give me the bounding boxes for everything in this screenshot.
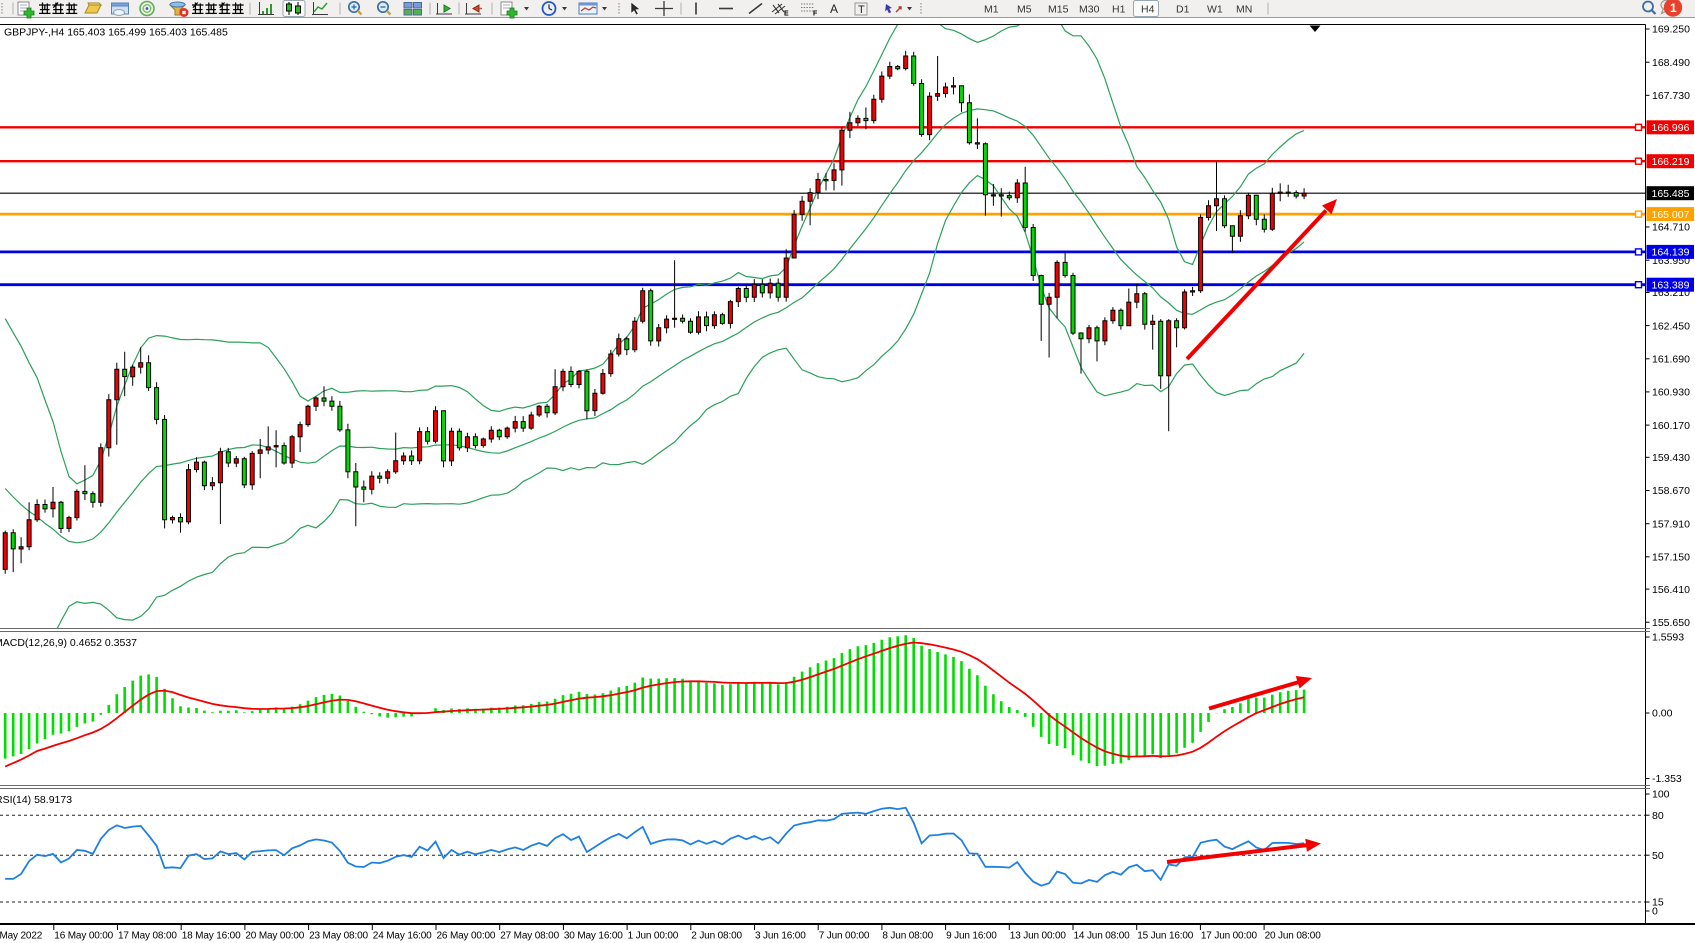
svg-text:167.730: 167.730 <box>1652 90 1690 102</box>
svg-text:163.389: 163.389 <box>1652 279 1690 291</box>
svg-text:D1: D1 <box>1176 4 1190 16</box>
svg-text:166.219: 166.219 <box>1652 156 1690 168</box>
svg-text:159.430: 159.430 <box>1652 452 1690 464</box>
svg-text:168.490: 168.490 <box>1652 57 1690 69</box>
svg-text:7 Jun 00:00: 7 Jun 00:00 <box>819 931 870 942</box>
svg-text:13 Jun 00:00: 13 Jun 00:00 <box>1010 931 1067 942</box>
svg-text:23 May 08:00: 23 May 08:00 <box>309 931 368 942</box>
svg-text:16 May 00:00: 16 May 00:00 <box>54 931 113 942</box>
svg-text:1: 1 <box>1670 1 1677 15</box>
svg-text:W1: W1 <box>1207 4 1223 16</box>
svg-text:-1.353: -1.353 <box>1652 773 1682 785</box>
svg-text:160.170: 160.170 <box>1652 420 1690 432</box>
svg-text:158.670: 158.670 <box>1652 485 1690 497</box>
svg-text:164.139: 164.139 <box>1652 247 1690 259</box>
svg-text:T: T <box>858 4 865 16</box>
svg-text:156.410: 156.410 <box>1652 584 1690 596</box>
svg-text:157.910: 157.910 <box>1652 518 1690 530</box>
svg-text:17 Jun 00:00: 17 Jun 00:00 <box>1201 931 1258 942</box>
svg-text:155.650: 155.650 <box>1652 617 1690 629</box>
svg-text:161.690: 161.690 <box>1652 354 1690 366</box>
svg-text:H1: H1 <box>1112 4 1126 16</box>
svg-text:30 May 16:00: 30 May 16:00 <box>564 931 623 942</box>
svg-text:24 May 16:00: 24 May 16:00 <box>373 931 432 942</box>
svg-text:M1: M1 <box>984 4 999 16</box>
svg-text:1.5593: 1.5593 <box>1652 632 1684 644</box>
svg-text:157.150: 157.150 <box>1652 552 1690 564</box>
svg-text:RSI(14) 58.9173: RSI(14) 58.9173 <box>0 794 72 806</box>
svg-text:M15: M15 <box>1048 4 1069 16</box>
svg-text:E: E <box>784 11 789 18</box>
svg-text:0.00: 0.00 <box>1652 708 1673 720</box>
svg-text:9 Jun 16:00: 9 Jun 16:00 <box>946 931 997 942</box>
svg-text:80: 80 <box>1652 810 1664 822</box>
svg-text:26 May 00:00: 26 May 00:00 <box>437 931 496 942</box>
svg-text:8 Jun 08:00: 8 Jun 08:00 <box>882 931 933 942</box>
svg-text:164.710: 164.710 <box>1652 222 1690 234</box>
svg-text:15 Jun 16:00: 15 Jun 16:00 <box>1137 931 1194 942</box>
svg-text:162.450: 162.450 <box>1652 320 1690 332</box>
svg-text:18 May 16:00: 18 May 16:00 <box>182 931 241 942</box>
svg-text:M30: M30 <box>1079 4 1100 16</box>
svg-text:165.485: 165.485 <box>1652 188 1690 200</box>
svg-text:MN: MN <box>1236 4 1252 16</box>
svg-text:MACD(12,26,9) 0.4652 0.3537: MACD(12,26,9) 0.4652 0.3537 <box>0 637 137 649</box>
svg-text:2 Jun 08:00: 2 Jun 08:00 <box>691 931 742 942</box>
svg-text:3 Jun 16:00: 3 Jun 16:00 <box>755 931 806 942</box>
svg-text:15: 15 <box>1652 897 1664 909</box>
svg-text:20 Jun 08:00: 20 Jun 08:00 <box>1265 931 1322 942</box>
svg-text:M5: M5 <box>1017 4 1032 16</box>
svg-text:50: 50 <box>1652 850 1664 862</box>
svg-text:100: 100 <box>1652 789 1670 801</box>
svg-text:14 Jun 08:00: 14 Jun 08:00 <box>1074 931 1131 942</box>
svg-text:13 May 2022: 13 May 2022 <box>0 931 43 942</box>
svg-text:H4: H4 <box>1141 4 1155 16</box>
svg-text:0: 0 <box>1652 906 1658 918</box>
svg-text:A: A <box>830 2 838 16</box>
svg-text:20 May 00:00: 20 May 00:00 <box>245 931 304 942</box>
svg-text:160.930: 160.930 <box>1652 387 1690 399</box>
svg-text:17 May 08:00: 17 May 08:00 <box>118 931 177 942</box>
svg-text:169.250: 169.250 <box>1652 24 1690 36</box>
svg-text:1 Jun 00:00: 1 Jun 00:00 <box>628 931 679 942</box>
svg-text:27 May 08:00: 27 May 08:00 <box>500 931 559 942</box>
svg-text:F: F <box>813 11 818 18</box>
svg-text:165.007: 165.007 <box>1652 209 1690 221</box>
svg-text:GBPJPY-,H4 165.403 165.499 16: GBPJPY-,H4 165.403 165.499 165.403 165.4… <box>4 27 228 39</box>
svg-text:166.996: 166.996 <box>1652 122 1690 134</box>
